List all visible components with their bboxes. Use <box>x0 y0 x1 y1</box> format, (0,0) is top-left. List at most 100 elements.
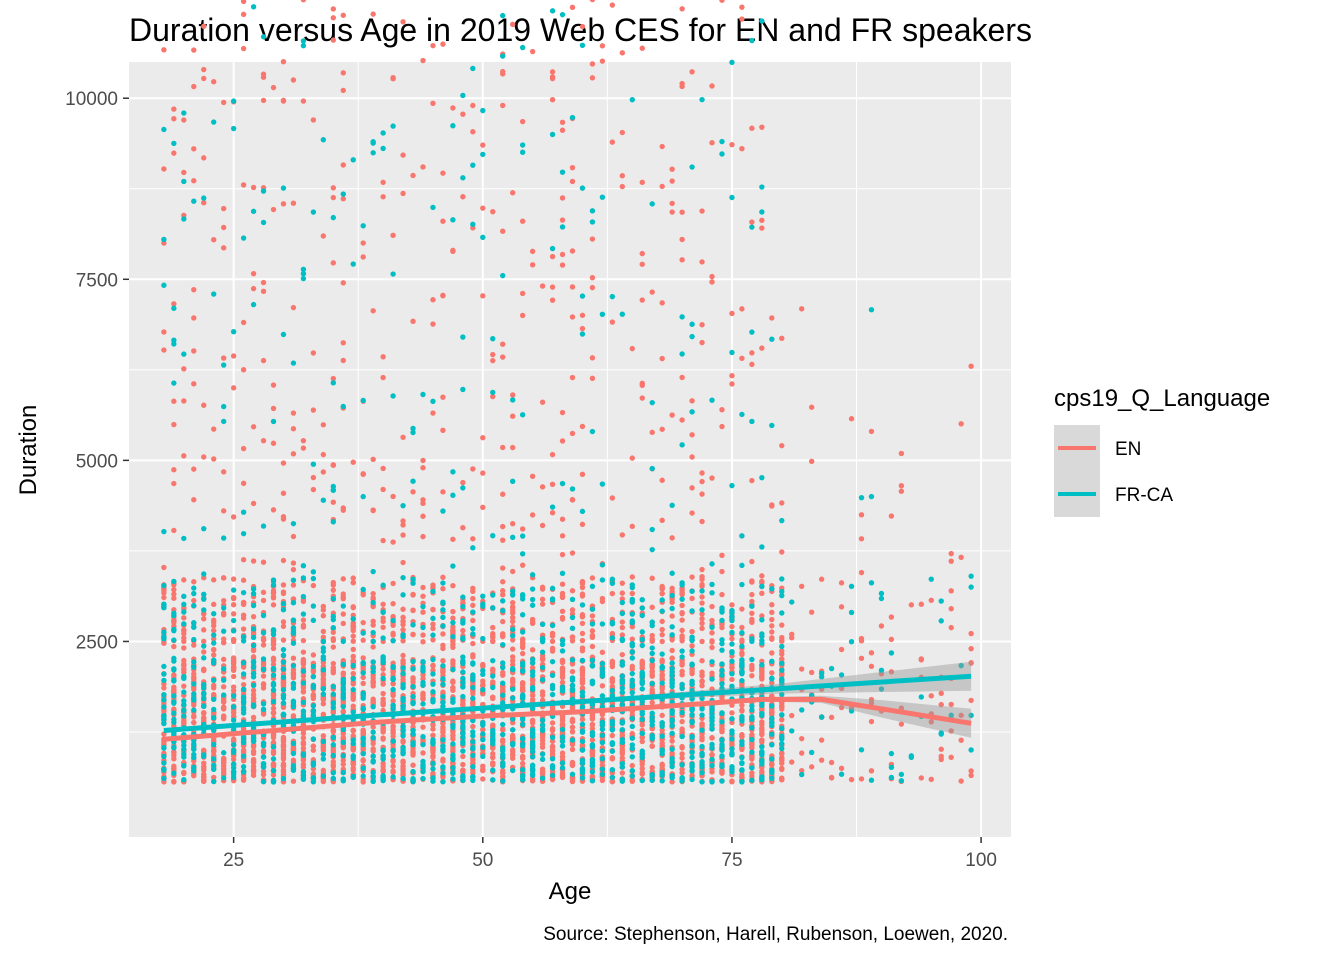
point-fr-ca <box>290 577 297 583</box>
point-en <box>779 716 785 723</box>
point-en <box>519 639 526 645</box>
point-en <box>320 607 327 613</box>
point-en <box>659 585 665 591</box>
point-en <box>440 218 446 224</box>
point-fr-ca <box>410 742 416 748</box>
point-en <box>260 673 267 679</box>
point-fr-ca <box>519 412 526 418</box>
point-en <box>619 590 626 596</box>
point-en <box>739 146 745 152</box>
point-fr-ca <box>430 588 436 595</box>
point-en <box>470 102 476 109</box>
point-en <box>689 668 695 675</box>
point-en <box>400 532 406 538</box>
point-en <box>549 451 556 458</box>
point-en <box>500 588 506 594</box>
point-fr-ca <box>480 736 486 743</box>
point-fr-ca <box>250 586 257 592</box>
point-en <box>699 734 705 740</box>
point-fr-ca <box>171 380 177 386</box>
point-fr-ca <box>689 733 695 740</box>
point-en <box>579 312 586 318</box>
point-fr-ca <box>480 686 486 693</box>
point-fr-ca <box>260 701 267 707</box>
point-fr-ca <box>609 635 616 641</box>
point-en <box>240 615 247 621</box>
point-en <box>330 37 337 43</box>
point-en <box>878 623 885 629</box>
point-fr-ca <box>719 151 725 157</box>
point-fr-ca <box>569 771 576 777</box>
point-en <box>320 696 327 703</box>
point-en <box>420 696 426 702</box>
point-en <box>250 695 257 701</box>
point-en <box>490 723 496 729</box>
point-en <box>310 474 317 481</box>
point-fr-ca <box>569 657 576 663</box>
point-fr-ca <box>898 771 905 778</box>
point-fr-ca <box>430 766 436 772</box>
point-fr-ca <box>480 603 486 609</box>
point-en <box>749 662 755 669</box>
point-fr-ca <box>250 658 257 665</box>
point-fr-ca <box>639 754 645 761</box>
point-fr-ca <box>270 577 277 583</box>
point-fr-ca <box>161 716 167 722</box>
point-en <box>898 450 905 457</box>
point-fr-ca <box>509 716 516 722</box>
point-en <box>240 626 247 632</box>
point-fr-ca <box>420 603 426 610</box>
point-en <box>440 631 446 637</box>
point-fr-ca <box>410 580 416 586</box>
point-en <box>669 535 675 541</box>
point-en <box>181 453 187 459</box>
point-fr-ca <box>400 574 406 581</box>
point-fr-ca <box>689 696 695 702</box>
point-en <box>709 686 715 692</box>
point-fr-ca <box>619 685 626 691</box>
point-fr-ca <box>191 695 197 702</box>
point-en <box>559 251 566 258</box>
point-en <box>968 630 974 637</box>
point-fr-ca <box>749 765 755 771</box>
point-en <box>709 752 715 758</box>
point-fr-ca <box>559 738 566 745</box>
point-en <box>500 579 506 585</box>
point-fr-ca <box>579 42 586 48</box>
point-fr-ca <box>539 621 546 628</box>
point-en <box>240 319 247 326</box>
point-en <box>519 562 526 568</box>
point-en <box>609 495 616 501</box>
point-en <box>649 673 655 679</box>
point-en <box>649 725 655 732</box>
point-fr-ca <box>669 717 675 723</box>
point-fr-ca <box>201 655 207 661</box>
point-en <box>400 434 406 440</box>
point-en <box>729 623 735 630</box>
point-en <box>310 695 317 702</box>
point-en <box>390 232 396 239</box>
point-fr-ca <box>529 572 536 578</box>
point-fr-ca <box>370 729 376 735</box>
point-en <box>569 284 576 290</box>
point-en <box>350 657 356 664</box>
point-fr-ca <box>490 737 496 743</box>
point-en <box>968 772 974 779</box>
point-en <box>739 637 745 643</box>
point-fr-ca <box>659 680 665 686</box>
point-en <box>370 603 376 610</box>
point-fr-ca <box>300 713 307 719</box>
point-en <box>450 732 456 739</box>
point-en <box>181 770 187 777</box>
point-fr-ca <box>360 765 366 771</box>
point-en <box>191 466 197 472</box>
point-en <box>589 748 596 755</box>
point-en <box>539 484 546 490</box>
point-en <box>201 402 207 408</box>
point-en <box>400 767 406 774</box>
point-en <box>779 549 785 555</box>
point-en <box>509 392 516 398</box>
point-fr-ca <box>539 775 546 781</box>
point-en <box>440 733 446 739</box>
point-en <box>191 286 197 293</box>
